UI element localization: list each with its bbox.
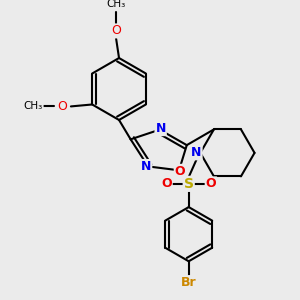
- Text: S: S: [184, 177, 194, 191]
- Text: Br: Br: [181, 276, 197, 289]
- Text: CH₃: CH₃: [23, 101, 43, 111]
- Text: O: O: [175, 165, 185, 178]
- Text: N: N: [141, 160, 151, 173]
- Text: O: O: [111, 24, 121, 38]
- Text: N: N: [155, 122, 166, 135]
- Text: O: O: [206, 177, 216, 190]
- Text: N: N: [191, 146, 202, 159]
- Text: O: O: [161, 177, 172, 190]
- Text: O: O: [57, 100, 67, 113]
- Text: CH₃: CH₃: [106, 0, 126, 9]
